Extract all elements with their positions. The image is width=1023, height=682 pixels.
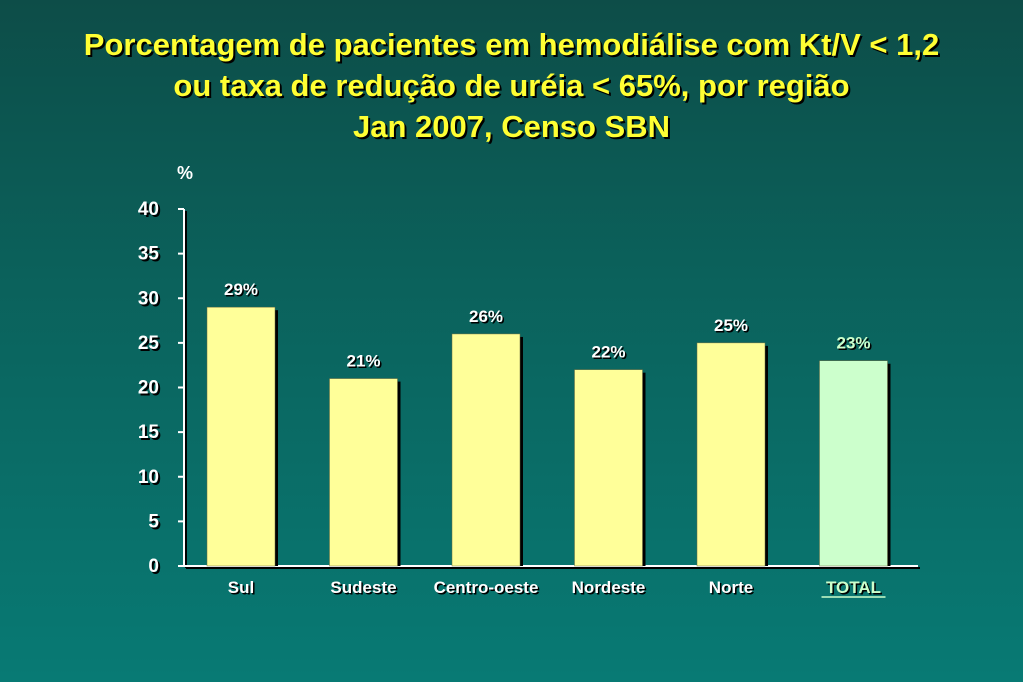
y-tick-label-shadow: 30 [140, 290, 161, 311]
axes [178, 208, 920, 569]
data-label: 29% [224, 280, 258, 299]
x-tick-label: Nordeste [572, 578, 646, 597]
bars [206, 306, 891, 567]
x-tick-label: Centro-oeste [434, 578, 539, 597]
data-label: 23% [836, 334, 870, 353]
y-tick-label-shadow: 35 [140, 246, 162, 267]
data-label-shadow: 29% [225, 282, 259, 301]
chart-title-line-2: ou taxa de redução de uréia < 65%, por r… [173, 68, 850, 103]
data-label: 21% [346, 352, 380, 371]
data-label: 26% [469, 307, 503, 326]
data-label: 25% [714, 316, 748, 335]
bar [696, 342, 766, 567]
x-tick-label-shadow: Norte [710, 580, 754, 599]
y-tick-label: 40 [138, 199, 159, 220]
bar [819, 360, 888, 567]
data-labels: 29%29%21%21%26%26%22%22%25%25%23%23% [224, 280, 872, 372]
x-tick-label-shadow: Sul [229, 580, 255, 599]
x-tick-label-shadow: TOTAL [827, 580, 882, 599]
y-tick-label: 15 [138, 422, 160, 443]
bar [574, 369, 643, 567]
bar [451, 333, 521, 567]
x-tick-label-shadow: Centro-oeste [435, 580, 540, 599]
y-tick-label: 30 [138, 288, 159, 309]
x-tick-label: Norte [709, 578, 753, 597]
y-tick-label: 20 [138, 378, 159, 399]
y-tick-label: 5 [148, 511, 159, 532]
x-tick-label: TOTAL [826, 578, 881, 597]
chart-title: Porcentagem de pacientes em hemodiálise … [0, 24, 1023, 147]
y-tick-label: 0 [148, 556, 159, 577]
chart-title-line-1: Porcentagem de pacientes em hemodiálise … [83, 27, 940, 62]
y-tick-label-shadow: 20 [140, 380, 161, 401]
y-tick-label: 35 [138, 244, 160, 265]
bar [206, 306, 276, 567]
x-tick-label: Sudeste [330, 578, 396, 597]
data-label-shadow: 22% [593, 344, 627, 363]
y-tick-label: 25 [138, 333, 160, 354]
data-label-shadow: 23% [838, 335, 872, 354]
data-label-shadow: 25% [715, 317, 749, 336]
y-tick-label-shadow: 15 [140, 424, 162, 445]
y-tick-label-shadow: 5 [150, 513, 161, 534]
chart-title-line-3: Jan 2007, Censo SBN [352, 109, 671, 144]
x-tick-label: Sul [228, 578, 254, 597]
data-label-shadow: 26% [470, 308, 504, 327]
data-label-shadow: 21% [348, 353, 382, 372]
y-tick-label: 10 [138, 467, 159, 488]
y-tick-label-shadow: 25 [140, 335, 162, 356]
y-axis-label: % [177, 163, 193, 183]
x-tick-label-shadow: Sudeste [332, 580, 398, 599]
y-tick-label-shadow: 10 [140, 469, 161, 490]
y-tick-label-shadow: 0 [150, 558, 161, 579]
data-label: 22% [591, 343, 625, 362]
y-tick-label-shadow: 40 [140, 201, 161, 222]
bar [329, 378, 398, 567]
x-tick-label-shadow: Nordeste [573, 580, 647, 599]
